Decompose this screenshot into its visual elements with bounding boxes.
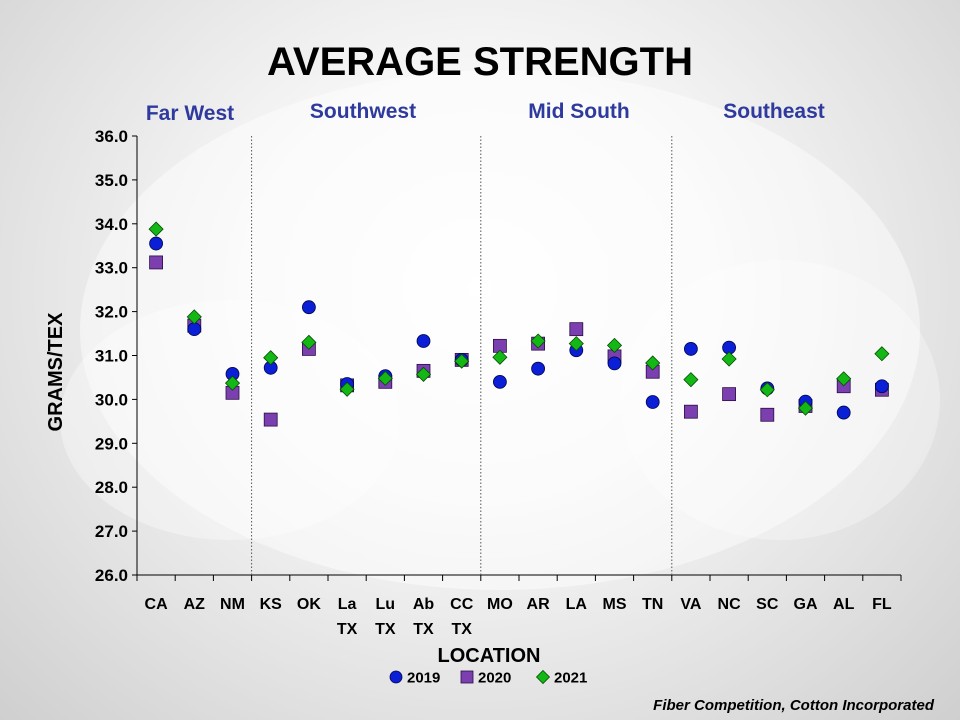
point-2019: [607, 356, 622, 371]
point-2020: [149, 255, 164, 270]
point-2019: [531, 361, 545, 376]
legend-marker-2021: [535, 669, 551, 685]
point-2019: [149, 236, 164, 251]
x-category-label: AL: [833, 596, 855, 613]
point-2021: [148, 221, 164, 237]
point-2021: [492, 349, 508, 365]
x-category-label: SC: [756, 596, 779, 613]
legend-label-2020: 2020: [478, 670, 511, 687]
x-category-label: GA: [794, 596, 818, 613]
x-category-label: TX: [375, 621, 396, 638]
x-category-label: LA: [566, 596, 588, 613]
data-points: [148, 221, 890, 427]
x-category-label: AR: [527, 596, 551, 613]
y-tick-label: 27.0: [95, 522, 128, 541]
y-tick-label: 28.0: [95, 478, 128, 497]
point-2020: [263, 412, 278, 427]
point-2021: [263, 350, 279, 366]
x-category-label: CC: [450, 596, 474, 613]
point-2021: [606, 337, 623, 353]
point-2019: [187, 322, 202, 337]
region-label: Southwest: [310, 100, 416, 123]
y-tick-label: 33.0: [95, 259, 128, 278]
point-2021: [568, 336, 584, 352]
point-2021: [454, 353, 470, 369]
x-category-label: KS: [260, 596, 283, 613]
credit-text: Fiber Competition, Cotton Incorporated: [653, 697, 935, 714]
point-2021: [224, 375, 241, 391]
point-2019: [684, 342, 698, 356]
x-category-label: TX: [337, 621, 358, 638]
point-2020: [684, 404, 698, 419]
point-2020: [569, 322, 584, 337]
legend-label-2021: 2021: [554, 670, 587, 687]
point-2021: [645, 355, 661, 371]
y-tick-label: 36.0: [95, 127, 128, 146]
region-labels: Far West Southwest Mid South Southeast: [146, 100, 825, 125]
y-tick-label: 30.0: [95, 390, 128, 409]
x-category-label: AZ: [184, 596, 206, 613]
point-2021: [683, 372, 699, 388]
x-category-label: MO: [487, 596, 513, 613]
point-2019: [645, 395, 660, 409]
y-tick-label: 35.0: [95, 171, 128, 190]
x-category-label: TX: [413, 621, 434, 638]
x-category-label: TN: [642, 596, 663, 613]
y-tick-label: 32.0: [95, 303, 128, 322]
point-2021: [759, 382, 775, 398]
point-2021: [836, 371, 852, 387]
x-category-label: VA: [680, 596, 701, 613]
point-2019: [416, 334, 431, 348]
x-category-label: FL: [872, 596, 892, 613]
point-2021: [530, 333, 546, 349]
legend-marker-2019: [389, 670, 403, 684]
x-category-label: CA: [145, 596, 169, 613]
x-category-label: Lu: [376, 596, 396, 613]
y-tick-label: 31.0: [95, 347, 128, 366]
point-2021: [186, 309, 202, 325]
x-category-label: MS: [603, 596, 627, 613]
y-tick-label: 34.0: [95, 215, 128, 234]
point-2021: [797, 400, 814, 416]
point-2021: [301, 334, 317, 350]
chart-title: AVERAGE STRENGTH: [267, 40, 693, 84]
background-decoration: [60, 70, 940, 590]
point-2021: [874, 346, 890, 362]
x-category-label: Ab: [413, 596, 435, 613]
x-category-label: NC: [718, 596, 742, 613]
x-category-label: La: [338, 596, 357, 613]
point-2019: [301, 300, 316, 315]
x-axis-label: LOCATION: [438, 645, 541, 667]
region-label: Far West: [146, 102, 234, 125]
legend: 2019 2020 2021: [389, 669, 587, 687]
x-category-label: TX: [451, 621, 472, 638]
point-2021: [415, 366, 432, 382]
y-axis-label: GRAMS/TEX: [45, 312, 67, 432]
point-2021: [721, 351, 737, 367]
legend-label-2019: 2019: [407, 670, 440, 687]
point-2020: [760, 407, 775, 422]
legend-marker-2020: [460, 670, 474, 684]
x-axis-categories: CA AZ NM KS OK La TX Lu TX Ab TX CC TX MO AR LA MS TN VA NC…: [136, 575, 902, 638]
point-2019: [492, 374, 507, 389]
point-2019: [875, 379, 889, 394]
y-axis-ticks: 26.0 27.0 28.0 29.0 30.0 31.0 32.0 33.0 34.0 35.0…: [95, 127, 137, 585]
region-label: Mid South: [528, 100, 629, 123]
point-2021: [377, 370, 393, 386]
y-tick-label: 26.0: [95, 566, 128, 585]
x-category-label: NM: [220, 596, 245, 613]
region-label: Southeast: [723, 100, 825, 123]
point-2021: [339, 381, 355, 397]
y-tick-label: 29.0: [95, 434, 128, 453]
x-category-label: OK: [297, 596, 321, 613]
point-2020: [722, 387, 736, 402]
point-2019: [836, 405, 851, 420]
